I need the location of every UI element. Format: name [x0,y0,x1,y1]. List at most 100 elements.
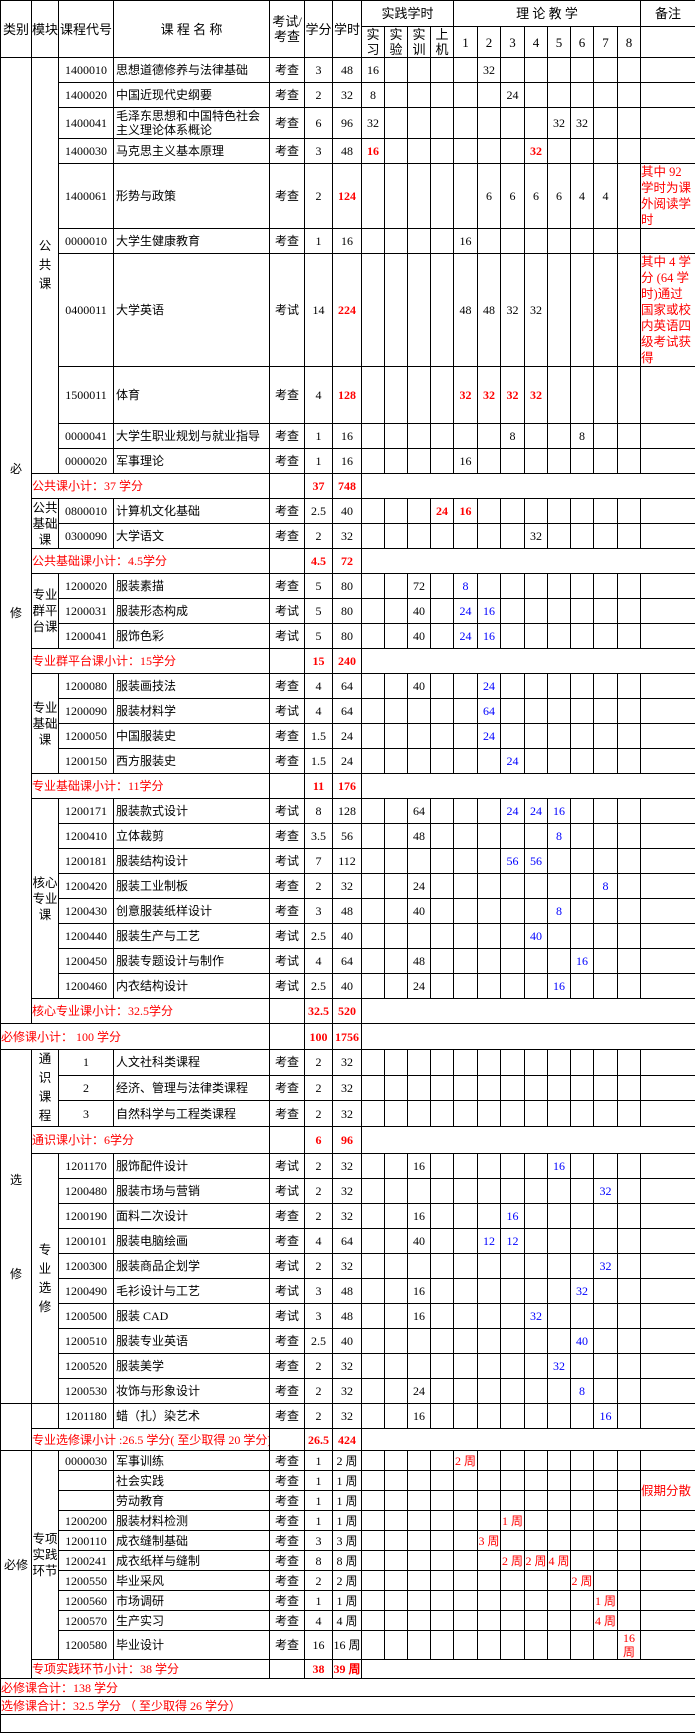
practice-hours-0 [362,599,385,624]
semester-hours-8 [618,599,641,624]
exam-type: 考查 [270,899,305,924]
exam-type: 考查 [270,83,305,108]
semester-hours-8 [618,1531,641,1551]
course-name: 毛泽东思想和中国特色社会主义理论体系概论 [114,108,270,139]
course-hours: 32 [333,1179,362,1204]
practice-hours-0: 32 [362,108,385,139]
course-code: 0000020 [59,449,114,474]
course-hours: 48 [333,899,362,924]
semester-hours-2: 16 [478,624,501,649]
practice-hours-2 [408,924,431,949]
course-credit: 2 [305,1404,333,1429]
course-hours: 128 [333,799,362,824]
course-credit: 2.5 [305,974,333,999]
semester-hours-6 [571,229,594,254]
exam-type: 考查 [270,139,305,164]
practice-hours-1 [385,1050,408,1076]
semester-hours-5 [548,449,571,474]
semester-hours-6 [571,1404,594,1429]
subtotal-label: 专业基础课小计：11学分 [32,774,270,799]
practice-hours-2 [408,139,431,164]
total-label [1,1715,695,1733]
exam-type: 考试 [270,799,305,824]
semester-hours-4 [525,1379,548,1404]
module-label: 专业选修 [38,1241,52,1317]
semester-hours-5 [548,499,571,524]
remark-empty [641,1101,695,1127]
practice-hours-3 [431,899,454,924]
semester-hours-7: 1 周 [594,1591,618,1611]
course-code: 1200050 [59,724,114,749]
practice-hours-1 [385,424,408,449]
semester-hours-6 [571,849,594,874]
semester-hours-1 [454,1354,478,1379]
semester-hours-3 [501,1354,525,1379]
course-name: 经济、管理与法律类课程 [114,1075,270,1101]
semester-hours-5 [548,599,571,624]
header-category: 类别 [1,1,32,58]
semester-hours-8 [618,424,641,449]
exam-type: 考查 [270,499,305,524]
practice-hours-1 [385,1154,408,1179]
course-credit: 6 [305,108,333,139]
semester-hours-5 [548,139,571,164]
practice-hours-2 [408,1511,431,1531]
subtotal-filler [362,774,695,799]
remark-empty [641,1611,695,1631]
semester-hours-2 [478,1471,501,1491]
practice-hours-2: 16 [408,1304,431,1329]
semester-hours-4 [525,1229,548,1254]
semester-hours-8 [618,1491,641,1511]
header-practice-0: 实习 [362,27,385,58]
semester-hours-1 [454,1404,478,1429]
practice-hours-0 [362,624,385,649]
semester-hours-8 [618,1591,641,1611]
header-practice-1: 实验 [385,27,408,58]
remark-empty [641,58,695,83]
semester-hours-7 [594,1050,618,1076]
semester-hours-3 [501,1591,525,1611]
semester-hours-3 [501,1304,525,1329]
course-hours: 32 [333,524,362,549]
semester-hours-4 [525,229,548,254]
practice-hours-0 [362,1491,385,1511]
remark-empty [641,874,695,899]
semester-hours-1 [454,724,478,749]
semester-hours-4 [525,499,548,524]
remark-empty [641,924,695,949]
semester-hours-3: 56 [501,849,525,874]
practice-hours-1 [385,674,408,699]
course-hours: 32 [333,874,362,899]
semester-hours-1 [454,1471,478,1491]
practice-hours-3 [431,574,454,599]
practice-hours-1 [385,1304,408,1329]
practice-hours-3 [431,1551,454,1571]
semester-hours-5 [548,1571,571,1591]
practice-hours-3 [431,949,454,974]
subtotal-label: 专业群平台课小计：15学分 [32,649,270,674]
semester-hours-2: 32 [478,367,501,424]
semester-hours-8 [618,449,641,474]
subtotal-blank [270,474,305,499]
remark-empty [641,1551,695,1571]
practice-hours-2: 24 [408,974,431,999]
course-hours: 24 [333,749,362,774]
practice-hours-1 [385,724,408,749]
subtotal-blank [270,1429,305,1451]
practice-hours-3 [431,1511,454,1531]
subtotal-credit: 100 [305,1024,333,1050]
semester-hours-3 [501,724,525,749]
semester-hours-4 [525,574,548,599]
semester-hours-7 [594,1329,618,1354]
semester-hours-7 [594,724,618,749]
practice-hours-0 [362,1551,385,1571]
subtotal-blank [270,1660,305,1679]
semester-hours-6 [571,1354,594,1379]
